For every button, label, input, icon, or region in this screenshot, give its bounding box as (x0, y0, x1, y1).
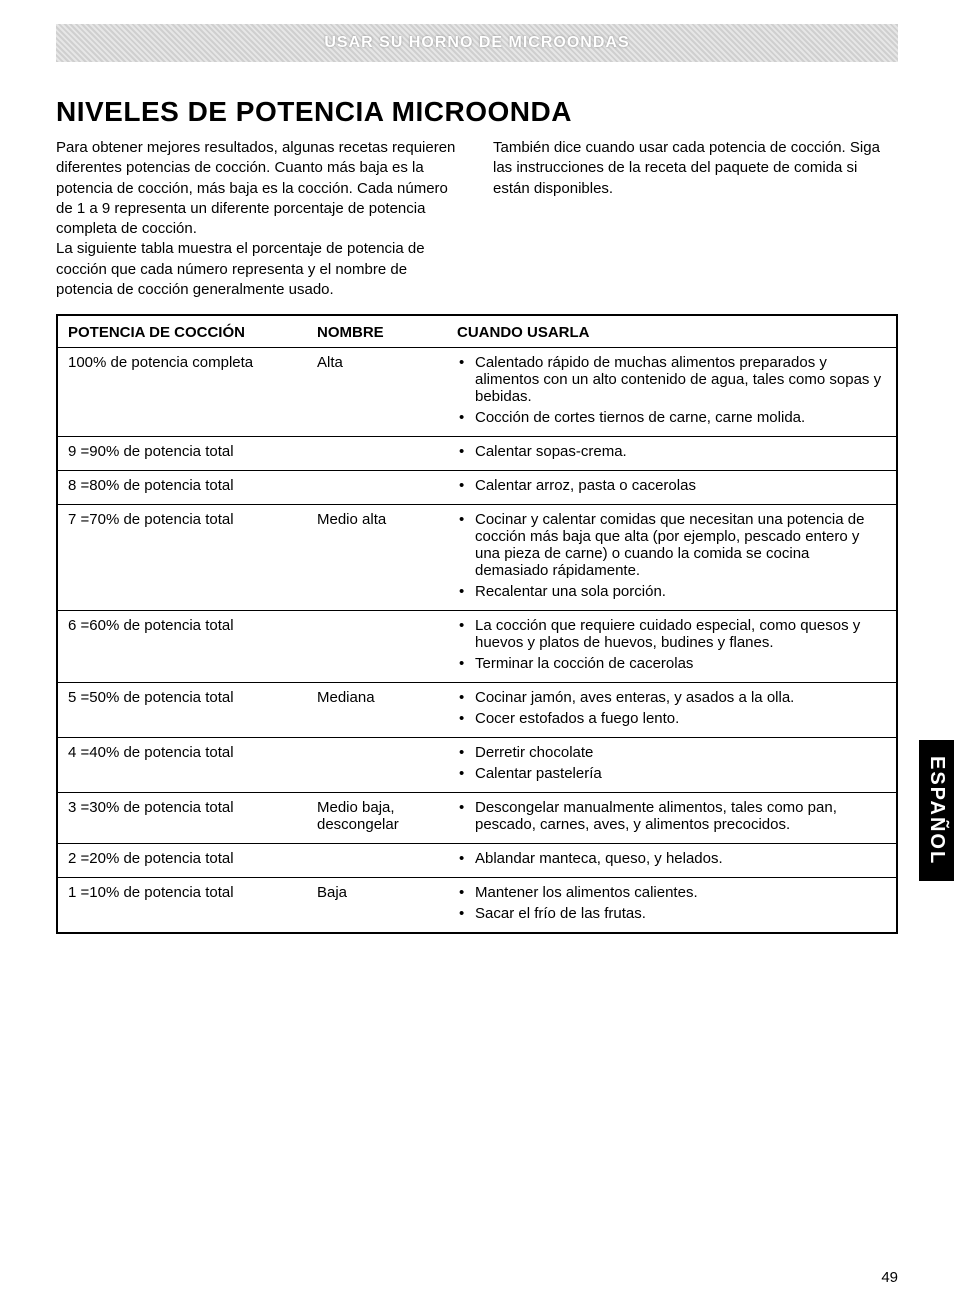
use-item: Cocinar y calentar comidas que necesitan… (471, 511, 886, 579)
section-banner: USAR SU HORNO DE MICROONDAS (56, 24, 898, 62)
cell-name: Baja (307, 878, 447, 934)
cell-name: Alta (307, 348, 447, 437)
intro-paragraph-right: También dice cuando usar cada potencia d… (493, 138, 898, 199)
table-header-uses: CUANDO USARLA (447, 315, 897, 348)
page-title: NIVELES DE POTENCIA MICROONDA (56, 96, 898, 128)
cell-uses: Cocinar jamón, aves enteras, y asados a … (447, 683, 897, 738)
use-item: Cocción de cortes tiernos de carne, carn… (471, 409, 886, 426)
use-item: Terminar la cocción de cacerolas (471, 655, 886, 672)
use-item: Descongelar manualmente alimentos, tales… (471, 799, 886, 833)
cell-uses: Derretir chocolate Calentar pastelería (447, 738, 897, 793)
table-header-name: NOMBRE (307, 315, 447, 348)
cell-uses: La cocción que requiere cuidado especial… (447, 611, 897, 683)
use-item: Cocer estofados a fuego lento. (471, 710, 886, 727)
use-item: Derretir chocolate (471, 744, 886, 761)
cell-name: Medio baja, descongelar (307, 793, 447, 844)
use-item: La cocción que requiere cuidado especial… (471, 617, 886, 651)
use-item: Calentado rápido de muchas alimentos pre… (471, 354, 886, 405)
cell-power: 9 =90% de potencia total (57, 437, 307, 471)
cell-uses: Calentado rápido de muchas alimentos pre… (447, 348, 897, 437)
intro-paragraph-1: Para obtener mejores resultados, algunas… (56, 138, 461, 239)
table-row: 8 =80% de potencia total Calentar arroz, … (57, 471, 897, 505)
power-levels-table: POTENCIA DE COCCIÓN NOMBRE CUANDO USARLA… (56, 314, 898, 934)
cell-power: 2 =20% de potencia total (57, 844, 307, 878)
use-item: Calentar arroz, pasta o cacerolas (471, 477, 886, 494)
use-item: Sacar el frío de las frutas. (471, 905, 886, 922)
table-row: 7 =70% de potencia totalMedio alta Cocina… (57, 505, 897, 611)
cell-power: 3 =30% de potencia total (57, 793, 307, 844)
cell-name: Medio alta (307, 505, 447, 611)
table-row: 4 =40% de potencia total Derretir chocola… (57, 738, 897, 793)
use-item: Calentar sopas-crema. (471, 443, 886, 460)
intro-block: Para obtener mejores resultados, algunas… (56, 138, 898, 300)
table-row: 1 =10% de potencia totalBajaMantener los… (57, 878, 897, 934)
cell-name (307, 844, 447, 878)
cell-power: 7 =70% de potencia total (57, 505, 307, 611)
cell-name (307, 738, 447, 793)
table-row: 2 =20% de potencia total Ablandar manteca… (57, 844, 897, 878)
cell-uses: Cocinar y calentar comidas que necesitan… (447, 505, 897, 611)
table-row: 6 =60% de potencia total La cocción que r… (57, 611, 897, 683)
cell-power: 1 =10% de potencia total (57, 878, 307, 934)
use-item: Recalentar una sola porción. (471, 583, 886, 600)
cell-power: 6 =60% de potencia total (57, 611, 307, 683)
table-row: 3 =30% de potencia totalMedio baja, desc… (57, 793, 897, 844)
cell-name (307, 611, 447, 683)
table-row: 100% de potencia completaAlta Calentado r… (57, 348, 897, 437)
cell-power: 4 =40% de potencia total (57, 738, 307, 793)
cell-uses: Descongelar manualmente alimentos, tales… (447, 793, 897, 844)
cell-name (307, 437, 447, 471)
use-item: Ablandar manteca, queso, y helados. (471, 850, 886, 867)
cell-power: 100% de potencia completa (57, 348, 307, 437)
page-number: 49 (881, 1269, 898, 1286)
use-item: Calentar pastelería (471, 765, 886, 782)
cell-uses: Calentar sopas-crema. (447, 437, 897, 471)
table-row: 9 =90% de potencia total Calentar sopas-c… (57, 437, 897, 471)
cell-name (307, 471, 447, 505)
language-tab: ESPAÑOL (919, 740, 954, 881)
table-row: 5 =50% de potencia totalMediana Cocinar j… (57, 683, 897, 738)
use-item: Cocinar jamón, aves enteras, y asados a … (471, 689, 886, 706)
cell-uses: Calentar arroz, pasta o cacerolas (447, 471, 897, 505)
cell-name: Mediana (307, 683, 447, 738)
cell-uses: Mantener los alimentos calientes. Sacar e… (447, 878, 897, 934)
table-header-power: POTENCIA DE COCCIÓN (57, 315, 307, 348)
intro-paragraph-2: La siguiente tabla muestra el porcentaje… (56, 239, 461, 300)
cell-power: 8 =80% de potencia total (57, 471, 307, 505)
cell-power: 5 =50% de potencia total (57, 683, 307, 738)
use-item: Mantener los alimentos calientes. (471, 884, 886, 901)
cell-uses: Ablandar manteca, queso, y helados. (447, 844, 897, 878)
